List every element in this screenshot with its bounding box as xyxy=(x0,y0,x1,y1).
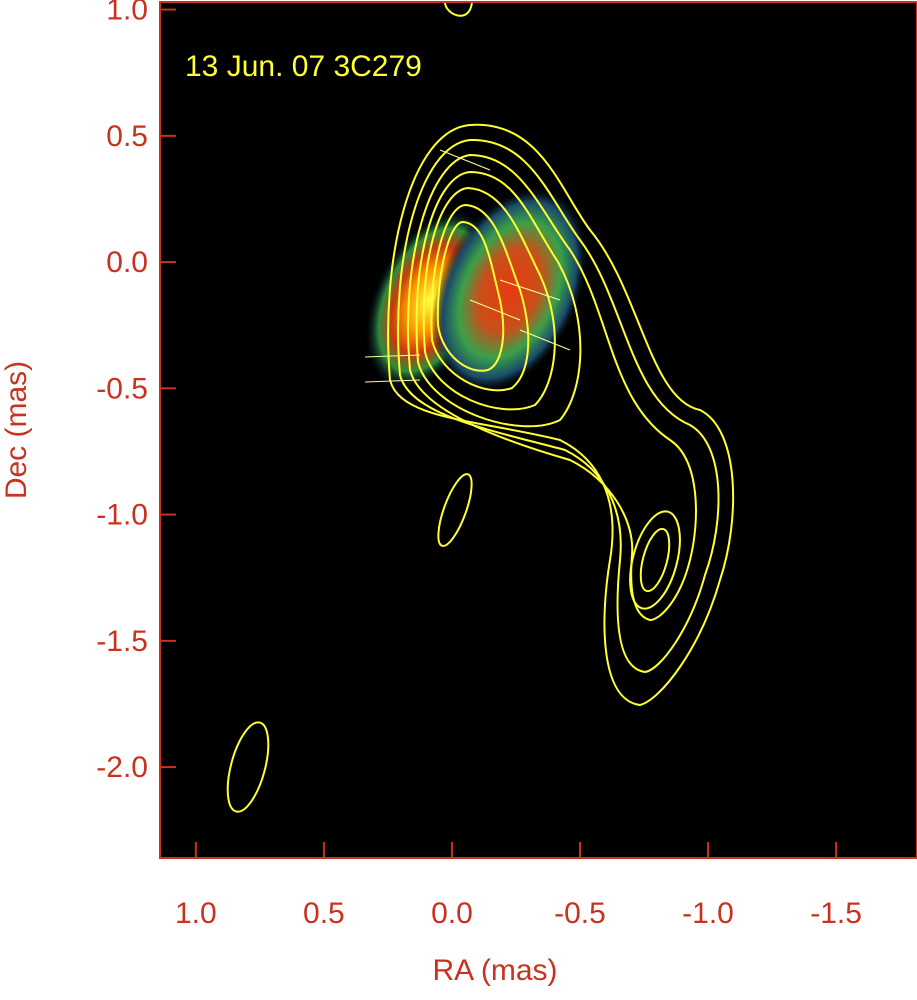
contours xyxy=(364,1,735,707)
y-tick-label: -0.5 xyxy=(96,372,148,405)
x-tick-label: 0.5 xyxy=(303,897,345,930)
y-axis-label: Dec (mas) xyxy=(0,361,33,499)
x-tick-label: -1.0 xyxy=(682,897,734,930)
plot-frame xyxy=(159,1,917,859)
y-tick-label: -2.0 xyxy=(96,751,148,784)
x-tick-label: -0.5 xyxy=(554,897,606,930)
y-tick-label: -1.0 xyxy=(96,499,148,532)
x-tick-label: 1.0 xyxy=(175,897,217,930)
y-tick-label: 1.0 xyxy=(106,0,148,26)
x-axis-label: RA (mas) xyxy=(432,954,557,987)
beam xyxy=(226,721,270,813)
y-tick-label: 0.0 xyxy=(106,246,148,279)
x-tick-label: 0.0 xyxy=(431,897,473,930)
chart-title: 13 Jun. 07 3C279 xyxy=(185,50,422,83)
x-tick-label: -1.5 xyxy=(810,897,862,930)
y-tick-label: -1.5 xyxy=(96,625,148,658)
y-tick-label: 0.5 xyxy=(106,120,148,153)
plot-area xyxy=(160,2,917,858)
